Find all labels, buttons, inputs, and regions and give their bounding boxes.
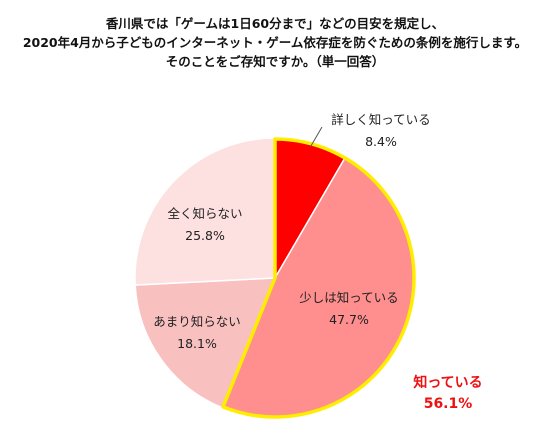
title-line-2: 2020年4月から子どものインターネット・ゲーム依存症を防ぐための条例を施行しま…	[22, 35, 528, 50]
leader-line-detailed	[310, 126, 323, 147]
slice-label-detailed: 詳しく知っている	[331, 112, 430, 127]
slice-label-barely: あまり知らない	[153, 314, 241, 329]
slice-not-at-all	[134, 137, 276, 286]
slice-value-not-at-all: 25.8%	[185, 228, 225, 243]
title-line-1: 香川県では「ゲームは1日60分まで」などの目安を規定し、	[105, 16, 445, 31]
slice-value-somewhat: 47.7%	[329, 312, 369, 327]
chart-title: 香川県では「ゲームは1日60分まで」などの目安を規定し、 2020年4月から子ど…	[0, 14, 550, 71]
slice-value-detailed: 8.4%	[365, 134, 397, 149]
title-line-3: そのことをご存知ですか。（単一回答）	[165, 54, 385, 69]
highlight-value: 56.1%	[424, 396, 473, 412]
slice-value-barely: 18.1%	[177, 336, 217, 351]
slice-barely	[134, 277, 277, 409]
known-total-outline	[221, 137, 416, 419]
highlight-label: 知っている	[413, 374, 482, 391]
slice-label-not-at-all: 全く知らない	[167, 206, 242, 221]
slice-label-somewhat: 少しは知っている	[299, 290, 398, 305]
